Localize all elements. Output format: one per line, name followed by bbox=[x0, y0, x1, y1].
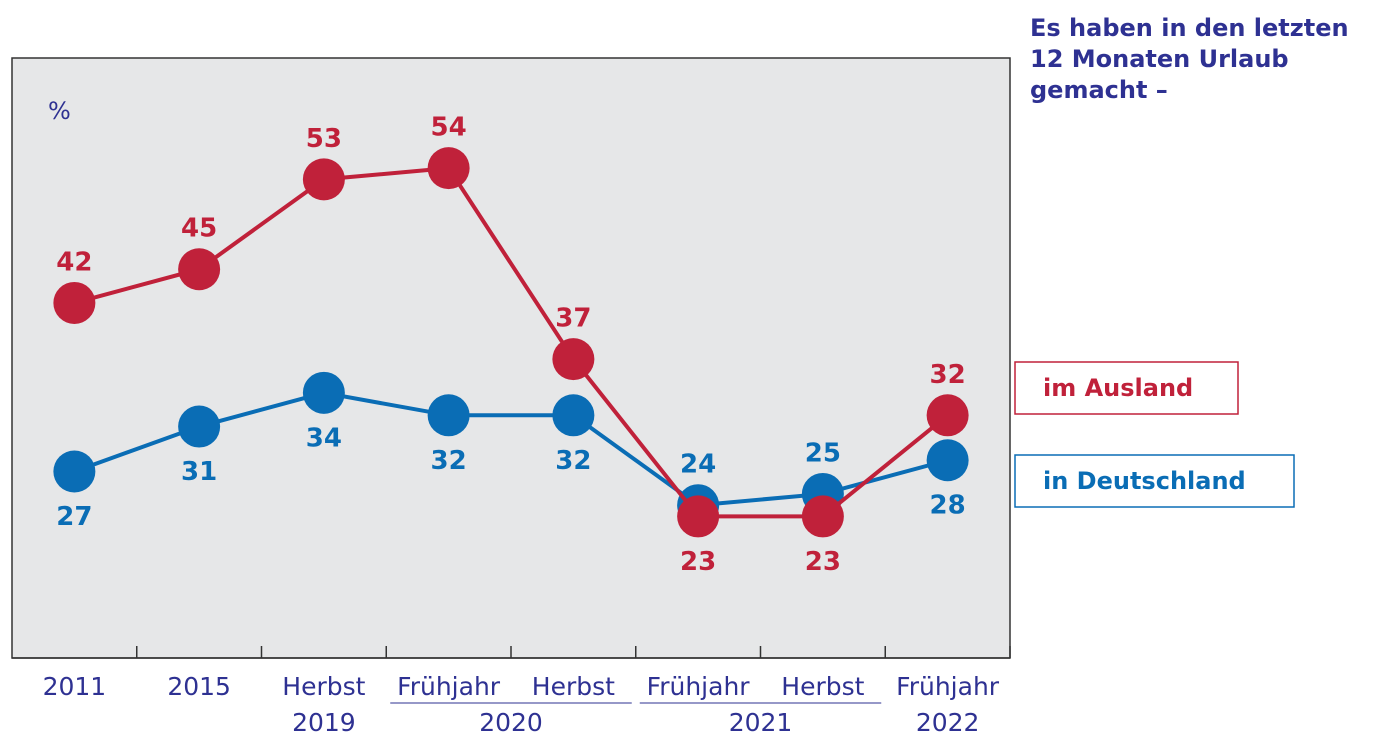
data-label: 34 bbox=[306, 423, 342, 453]
legend-label: im Ausland bbox=[1043, 374, 1193, 402]
marker bbox=[427, 394, 470, 437]
marker bbox=[926, 394, 969, 437]
year-label: 2022 bbox=[916, 708, 980, 737]
data-label: 54 bbox=[431, 113, 467, 143]
marker bbox=[178, 405, 221, 448]
marker bbox=[552, 338, 595, 381]
legend-box bbox=[1014, 454, 1295, 508]
marker bbox=[677, 495, 720, 538]
marker bbox=[801, 495, 844, 538]
x-tick-label: 2011 bbox=[43, 672, 107, 701]
marker bbox=[302, 158, 345, 201]
x-tick-label: Herbst bbox=[532, 672, 615, 701]
x-tick-label: Frühjahr bbox=[397, 672, 501, 701]
data-label: 45 bbox=[181, 214, 217, 244]
x-tick-label: 2015 bbox=[167, 672, 231, 701]
title-line: gemacht – bbox=[1030, 76, 1168, 104]
y-axis-label: % bbox=[48, 97, 71, 125]
data-label: 28 bbox=[930, 491, 966, 521]
x-tick-label: Frühjahr bbox=[896, 672, 1000, 701]
marker bbox=[178, 248, 221, 291]
data-label: 25 bbox=[805, 438, 841, 468]
marker bbox=[53, 281, 96, 324]
legend-box bbox=[1014, 361, 1239, 415]
marker bbox=[302, 371, 345, 414]
x-tick-label: Herbst bbox=[781, 672, 864, 701]
year-label: 2019 bbox=[292, 708, 356, 737]
year-label: 2020 bbox=[479, 708, 543, 737]
marker bbox=[926, 439, 969, 482]
data-label: 53 bbox=[306, 124, 342, 154]
data-label: 31 bbox=[181, 457, 217, 487]
marker bbox=[552, 394, 595, 437]
data-label: 27 bbox=[56, 502, 92, 532]
year-label: 2021 bbox=[729, 708, 793, 737]
marker bbox=[53, 450, 96, 493]
data-label: 37 bbox=[555, 304, 591, 334]
data-label: 32 bbox=[555, 446, 591, 476]
title-line: Es haben in den letzten bbox=[1030, 14, 1349, 42]
data-label: 23 bbox=[805, 547, 841, 577]
title-line: 12 Monaten Urlaub bbox=[1030, 45, 1289, 73]
marker bbox=[427, 147, 470, 190]
data-label: 32 bbox=[431, 446, 467, 476]
data-label: 23 bbox=[680, 547, 716, 577]
data-label: 42 bbox=[56, 247, 92, 277]
plot-area bbox=[11, 57, 1011, 659]
data-label: 24 bbox=[680, 450, 716, 480]
x-tick-label: Herbst bbox=[282, 672, 365, 701]
x-tick-label: Frühjahr bbox=[647, 672, 751, 701]
data-label: 32 bbox=[930, 360, 966, 390]
legend-label: in Deutschland bbox=[1043, 467, 1246, 495]
